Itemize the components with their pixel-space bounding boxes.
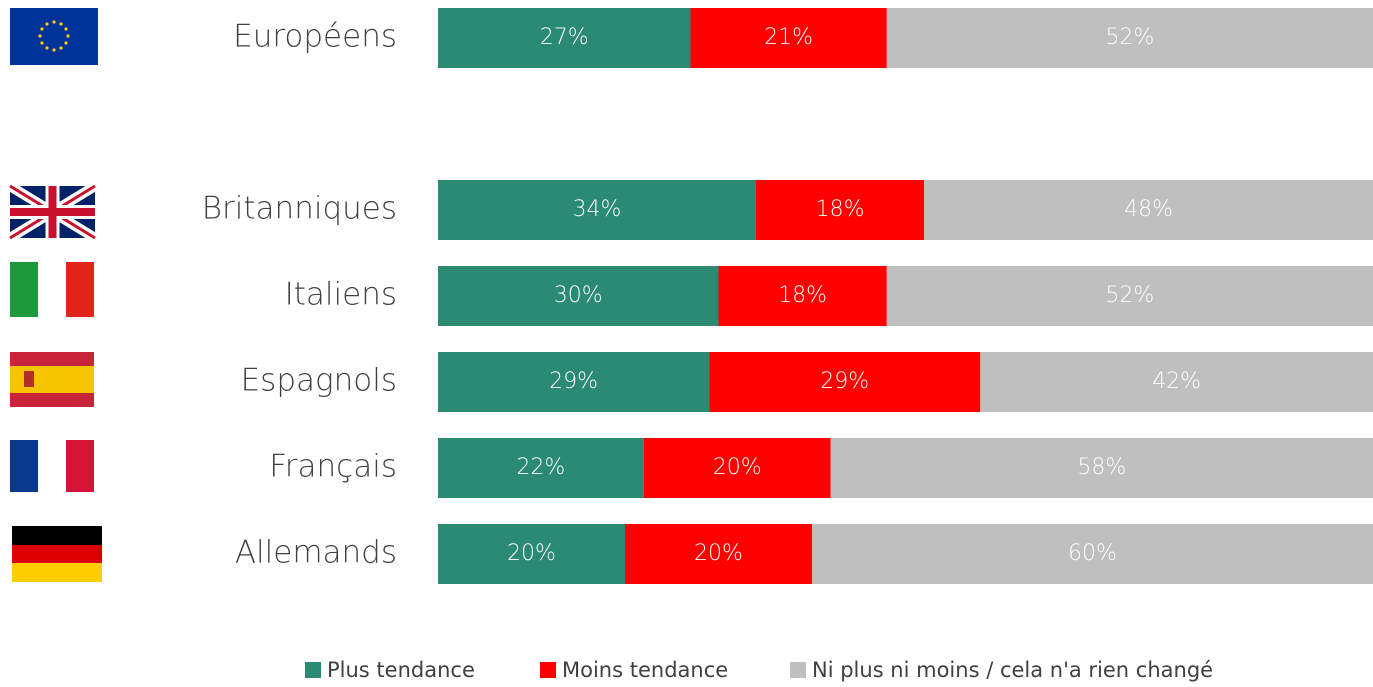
bar-segment [438, 524, 625, 584]
legend-swatch [790, 662, 806, 678]
category-label: Allemands [235, 535, 397, 571]
bar-segment [625, 524, 812, 584]
flags [7, 8, 102, 582]
bar-segment [709, 352, 981, 412]
category-label: Italiens [285, 277, 397, 313]
value-label: 20% [694, 541, 743, 566]
flag-de [12, 526, 102, 582]
category-label: Espagnols [241, 363, 397, 399]
value-label: 29% [549, 369, 598, 394]
category-label: Français [269, 449, 397, 485]
flag-it [10, 262, 94, 317]
value-label: 34% [572, 197, 621, 222]
legend-label: Ni plus ni moins / cela n'a rien changé [812, 658, 1213, 682]
bar-segment [438, 266, 719, 326]
category-label: Européens [233, 19, 397, 55]
value-label: 30% [554, 283, 603, 308]
flag-eu [10, 8, 98, 65]
bar-segment [886, 8, 1373, 68]
value-label: 21% [764, 25, 813, 50]
bar-segment [886, 266, 1373, 326]
value-label: 20% [713, 455, 762, 480]
bar-segment [718, 266, 887, 326]
flag-fr [10, 440, 94, 492]
value-label: 60% [1068, 541, 1117, 566]
bar-segment [438, 438, 644, 498]
bar-segment [980, 352, 1373, 412]
flag-uk [7, 181, 98, 243]
bar-segment [690, 8, 887, 68]
value-label: 22% [516, 455, 565, 480]
bar-segment [812, 524, 1373, 584]
bar-segment [643, 438, 831, 498]
legend-label: Plus tendance [327, 658, 475, 682]
value-label: 58% [1077, 455, 1126, 480]
value-label: 52% [1105, 25, 1154, 50]
legend-swatch [540, 662, 556, 678]
legend-swatch [305, 662, 321, 678]
value-label: 29% [820, 369, 869, 394]
value-label: 18% [816, 197, 865, 222]
value-label: 18% [778, 283, 827, 308]
bar-segment [438, 352, 710, 412]
value-label: 52% [1105, 283, 1154, 308]
bar-segment [755, 180, 925, 240]
category-label: Britanniques [202, 191, 397, 227]
value-label: 42% [1152, 369, 1201, 394]
value-label: 20% [507, 541, 556, 566]
value-label: 48% [1124, 197, 1173, 222]
value-label: 27% [540, 25, 589, 50]
bar-segment [924, 180, 1373, 240]
legend-label: Moins tendance [562, 658, 728, 682]
bar-segment [830, 438, 1373, 498]
bar-segment [438, 8, 691, 68]
flag-es [10, 352, 94, 407]
bar-segment [438, 180, 756, 240]
